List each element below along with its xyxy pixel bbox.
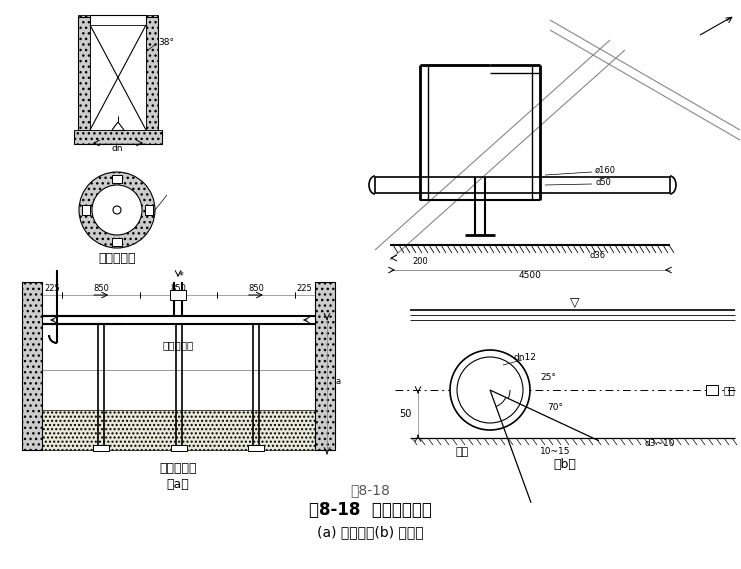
Bar <box>112 237 122 245</box>
Bar <box>82 205 90 215</box>
Circle shape <box>92 185 142 235</box>
Text: 25°: 25° <box>540 373 556 382</box>
Text: *: * <box>179 271 183 281</box>
Text: 200: 200 <box>412 257 428 266</box>
Bar <box>146 15 158 130</box>
Circle shape <box>113 206 121 214</box>
Circle shape <box>457 357 523 423</box>
Text: (a) 固定式；(b) 旋转式: (a) 固定式；(b) 旋转式 <box>316 525 423 539</box>
Text: 225: 225 <box>44 283 60 292</box>
Circle shape <box>450 350 530 430</box>
Bar <box>170 445 187 451</box>
Bar <box>22 282 42 450</box>
Bar <box>247 445 264 451</box>
Text: （a）: （a） <box>167 477 190 490</box>
Text: d50: d50 <box>595 178 611 187</box>
Bar <box>706 385 718 395</box>
Bar <box>93 445 109 451</box>
Text: （b）: （b） <box>554 459 576 472</box>
Text: dn: dn <box>111 143 123 152</box>
Text: 850: 850 <box>170 283 187 292</box>
Text: 850: 850 <box>248 283 264 292</box>
Bar <box>42 410 315 450</box>
Text: d36: d36 <box>590 250 606 259</box>
Text: 70°: 70° <box>547 403 563 413</box>
Text: 850: 850 <box>93 283 109 292</box>
Text: d3~10: d3~10 <box>645 439 675 447</box>
Text: 图8-18  表面冲洗装置: 图8-18 表面冲洗装置 <box>308 501 431 519</box>
Bar <box>90 25 146 130</box>
Text: dn12: dn12 <box>514 353 536 362</box>
Bar <box>74 130 162 144</box>
Bar <box>144 205 153 215</box>
Bar <box>315 282 335 450</box>
Text: 50: 50 <box>399 409 412 419</box>
Text: 冲洗排水管: 冲洗排水管 <box>162 340 193 350</box>
Text: 图8-18: 图8-18 <box>350 483 390 497</box>
Bar <box>78 15 90 130</box>
Text: ø160: ø160 <box>595 166 616 175</box>
Bar <box>90 15 146 70</box>
Bar <box>112 175 122 183</box>
Text: 管嘴: 管嘴 <box>724 385 736 395</box>
Text: ▽: ▽ <box>570 295 579 308</box>
Text: a: a <box>335 377 340 386</box>
Text: 38°: 38° <box>158 38 174 47</box>
Text: 225: 225 <box>297 283 313 292</box>
Text: 塑料多孔罩: 塑料多孔罩 <box>159 461 197 475</box>
Text: 砂面: 砂面 <box>456 447 468 457</box>
Text: 4500: 4500 <box>519 270 542 279</box>
Text: 塑料多孔罩: 塑料多孔罩 <box>99 251 136 265</box>
Bar <box>170 290 186 300</box>
Circle shape <box>79 172 155 248</box>
Text: 10~15: 10~15 <box>539 447 571 456</box>
